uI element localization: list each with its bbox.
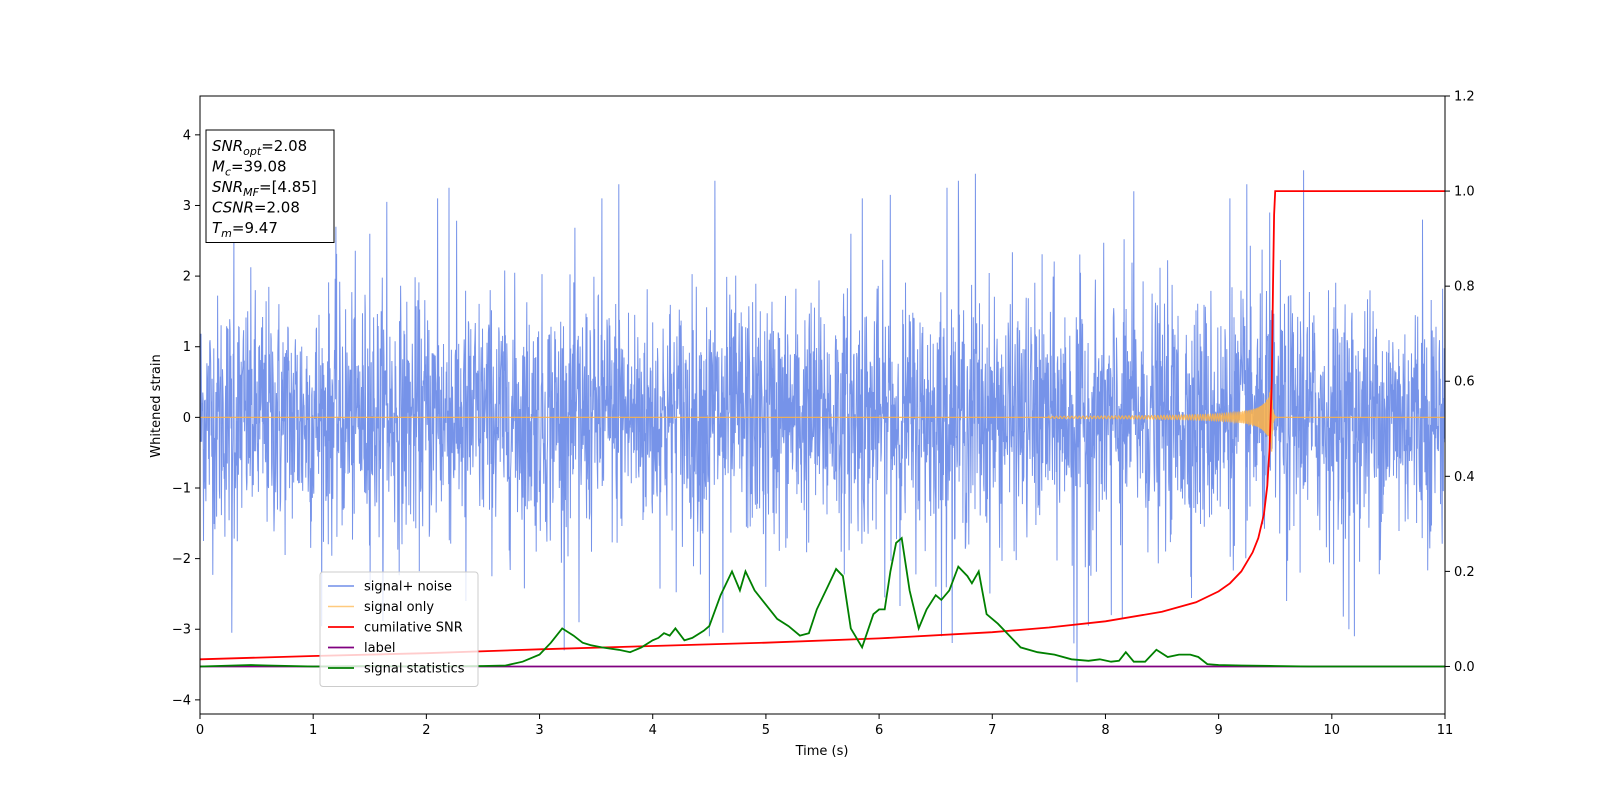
info-line: CSNR=2.08 (212, 199, 300, 217)
info-line: Tm=9.47 (212, 219, 278, 240)
y-tick-label: 4 (183, 128, 191, 143)
y2-tick-label: 1.0 (1454, 185, 1475, 200)
x-tick-label: 4 (649, 723, 657, 738)
y2-tick-label: 0.2 (1454, 565, 1475, 580)
y-tick-label: −4 (172, 693, 191, 708)
y2-tick-label: 0.8 (1454, 280, 1475, 295)
info-line: Mc=39.08 (212, 158, 287, 179)
series-line-cumilative-snr (200, 190, 1445, 661)
x-tick-label: 2 (422, 723, 430, 738)
y-axis-label: Whitened strain (149, 354, 164, 457)
y-tick-label: −3 (172, 623, 191, 638)
x-tick-label: 6 (875, 723, 883, 738)
info-line: SNRopt=2.08 (212, 137, 307, 158)
y-tick-label: 1 (183, 340, 191, 355)
series-line-signal-noise (200, 170, 1445, 683)
x-tick-label: 11 (1437, 723, 1454, 738)
info-line: SNRMF=[4.85] (212, 178, 317, 199)
info-box-frame (205, 129, 335, 243)
x-tick-label: 7 (988, 723, 996, 738)
y-tick-label: −2 (172, 552, 191, 567)
y-tick-label: −1 (172, 481, 191, 496)
x-tick-label: 9 (1214, 723, 1222, 738)
legend-entry: cumilative SNR (364, 621, 463, 636)
legend: signal+ noise signal only cumilative SNR la… (319, 571, 479, 687)
info-box: SNRopt=2.08Mc=39.08SNRMF=[4.85]CSNR=2.08… (205, 129, 335, 243)
legend-entry: signal only (364, 600, 434, 615)
y-tick-label: 2 (183, 270, 191, 285)
y2-tick-label: 0.4 (1454, 470, 1475, 485)
y-axis-right: 0.0 0.2 0.4 0.6 0.8 1.0 1.2 (1445, 90, 1475, 675)
y2-tick-label: 0.6 (1454, 375, 1475, 390)
x-axis: 0 1 2 3 4 5 6 7 8 9 10 11 (196, 714, 1453, 738)
y2-tick-label: 1.2 (1454, 90, 1475, 105)
legend-entry: signal+ noise (364, 580, 452, 595)
series-line-signal-statistics (200, 536, 1445, 668)
legend-entry: signal statistics (364, 662, 465, 677)
y-axis-left: −4 −3 −2 −1 0 1 2 3 4 (172, 128, 200, 708)
legend-entry: label (364, 641, 395, 656)
series-line-signal-only (200, 384, 1445, 452)
x-axis-label: Time (s) (795, 744, 849, 759)
x-tick-label: 1 (309, 723, 317, 738)
legend-frame (319, 571, 479, 687)
plot-frame (199, 95, 1446, 715)
x-tick-label: 3 (535, 723, 543, 738)
y-tick-label: 3 (183, 199, 191, 214)
x-tick-label: 8 (1101, 723, 1109, 738)
x-tick-label: 5 (762, 723, 770, 738)
x-tick-label: 10 (1324, 723, 1341, 738)
x-tick-label: 0 (196, 723, 204, 738)
y-tick-label: 0 (183, 411, 191, 426)
y2-tick-label: 0.0 (1454, 660, 1475, 675)
